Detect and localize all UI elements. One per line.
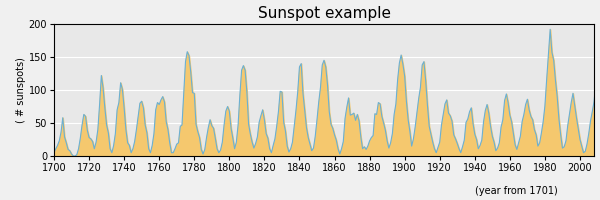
Text: (year from 1701): (year from 1701) [475, 186, 558, 196]
Y-axis label: ( # sunspots): ( # sunspots) [16, 57, 26, 123]
Title: Sunspot example: Sunspot example [257, 6, 391, 21]
